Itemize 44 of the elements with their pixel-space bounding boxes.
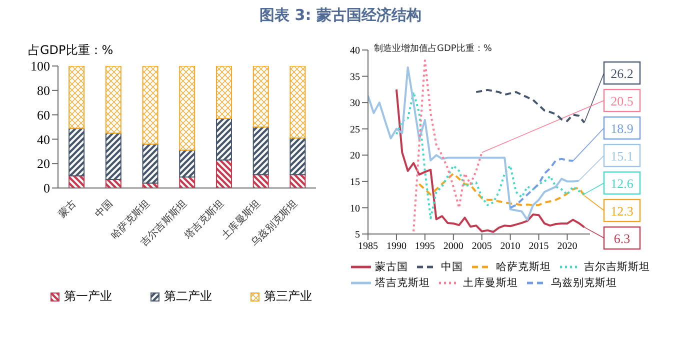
legend-label: 哈萨克斯坦 xyxy=(495,260,551,274)
y-tick-label: 40 xyxy=(37,132,50,147)
annotation: 20.5 xyxy=(610,94,634,108)
y-tick-label: 40 xyxy=(350,46,360,57)
chart-title: 图表 3: 蒙古国经济结构 xyxy=(258,6,422,25)
x-tick-label: 1995 xyxy=(414,241,435,252)
legend-label: 蒙古国 xyxy=(374,260,408,274)
y-tick-label: 100 xyxy=(30,58,50,74)
legend-label: 吉尔吉斯斯坦 xyxy=(583,260,650,274)
y-tick-label: 60 xyxy=(37,107,50,122)
y-tick-label: 30 xyxy=(350,98,360,110)
x-tick-label: 2000 xyxy=(443,241,464,252)
legend-label: 第二产业 xyxy=(163,288,212,305)
x-tick-label: 2015 xyxy=(528,241,549,252)
legend-label: 中国 xyxy=(440,260,463,274)
y-tick-label: 20 xyxy=(350,150,360,162)
x-tick-label: 1990 xyxy=(386,241,406,252)
annotation: 26.2 xyxy=(610,66,634,81)
legend-label: 土库曼斯坦 xyxy=(462,276,518,290)
legend-label: 塔吉克斯坦 xyxy=(374,276,430,290)
y-tick-label: 5 xyxy=(355,230,360,241)
annotation: 12.3 xyxy=(610,204,634,218)
legend-label: 乌兹别克斯坦 xyxy=(550,276,617,290)
y-axis-title: 占GDP比重：% xyxy=(28,42,114,59)
y-tick-label: 0 xyxy=(44,180,50,196)
annotation: 6.3 xyxy=(614,231,630,246)
y-tick-label: 15 xyxy=(350,176,360,188)
x-tick-label: 1985 xyxy=(358,241,378,252)
x-tick-label: 中国 xyxy=(92,198,116,220)
annotation: 12.6 xyxy=(610,176,634,191)
y-tick-label: 25 xyxy=(350,124,360,136)
y-tick-label: 10 xyxy=(350,203,360,214)
y-tick-label: 80 xyxy=(37,83,50,98)
x-tick-label: 2010 xyxy=(500,241,520,252)
y-axis-title: 制造业增加值占GDP比重：% xyxy=(374,42,492,55)
annotation: 18.9 xyxy=(610,121,634,136)
x-tick-label: 2005 xyxy=(472,241,492,252)
y-tick-label: 20 xyxy=(37,156,50,172)
x-tick-label: 蒙古 xyxy=(56,198,79,220)
legend-label: 第一产业 xyxy=(63,288,112,305)
annotation: 15.1 xyxy=(610,148,634,164)
legend-label: 第三产业 xyxy=(263,288,312,305)
x-tick-label: 2020 xyxy=(557,241,578,252)
y-tick-label: 35 xyxy=(350,72,360,83)
